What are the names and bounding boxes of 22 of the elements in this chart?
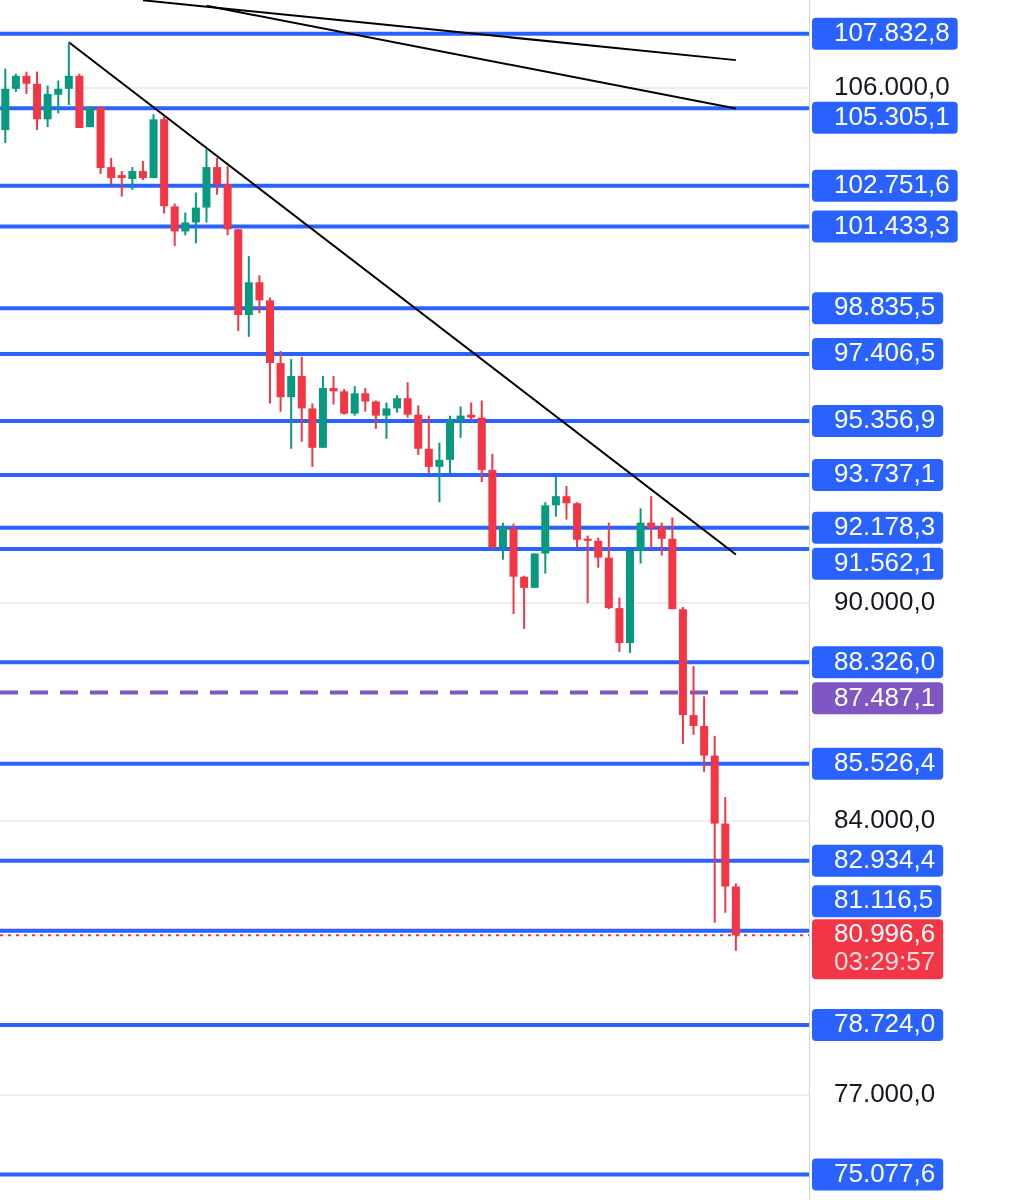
ref-line-label: 81.116,5 <box>834 884 934 915</box>
ref-line-label: 95.356,9 <box>834 404 936 435</box>
y-tick-label: 90.000,0 <box>834 586 936 617</box>
ref-line-label: 75.077,6 <box>834 1157 936 1188</box>
ref-line-label: 107.832,8 <box>834 16 950 47</box>
ref-line-label: 80.996,6 03:29:57 <box>834 918 936 977</box>
y-tick-label: 106.000,0 <box>834 70 950 101</box>
ref-line-label: 98.835,5 <box>834 291 936 322</box>
ref-line-label: 101.433,3 <box>834 209 950 240</box>
y-tick-label: 77.000,0 <box>834 1077 936 1108</box>
ref-line-label: 78.724,0 <box>834 1008 936 1039</box>
ref-line-label: 88.326,0 <box>834 645 936 676</box>
ref-line-label: 102.751,6 <box>834 168 950 199</box>
ref-line-label: 91.562,1 <box>834 547 936 578</box>
ref-line-label: 92.178,3 <box>834 511 936 542</box>
ref-line-label: 93.737,1 <box>834 458 936 489</box>
ref-line-label: 87.487,1 <box>834 681 936 712</box>
ref-line-label: 97.406,5 <box>834 337 936 368</box>
ref-line-label: 82.934,4 <box>834 843 936 874</box>
ref-line-label: 105.305,1 <box>834 100 950 131</box>
ref-line-label: 85.526,4 <box>834 747 936 778</box>
y-tick-label: 84.000,0 <box>834 803 936 834</box>
